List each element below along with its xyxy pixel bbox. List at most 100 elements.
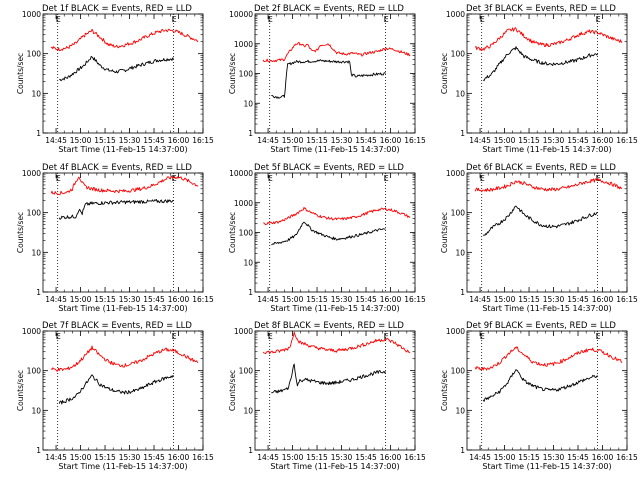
- x-tick-label: 15:30: [331, 453, 353, 462]
- y-tick-label: 1: [248, 446, 253, 455]
- y-axis-label: Counts/sec: [16, 212, 25, 253]
- y-tick-label: 1000: [446, 327, 465, 336]
- x-axis-label: Start Time (11-Feb-15 14:37:00): [482, 304, 611, 313]
- event-marker-label: E: [268, 174, 273, 183]
- x-tick-label: 14:45: [257, 136, 279, 145]
- chart-title: Det 8f BLACK = Events, RED = LLD: [254, 321, 404, 331]
- x-tick-label: 14:45: [257, 295, 279, 304]
- event-marker-label: E: [384, 15, 389, 24]
- x-tick-label: 16:00: [168, 453, 190, 462]
- x-tick-label: 15:15: [306, 136, 328, 145]
- plot-frame: [254, 13, 416, 134]
- x-tick-label: 15:00: [494, 136, 516, 145]
- y-tick-label: 1: [248, 288, 253, 297]
- x-axis-label: Start Time (11-Feb-15 14:37:00): [482, 145, 611, 154]
- x-tick-label: 16:15: [404, 453, 426, 462]
- y-tick-label: 1: [36, 129, 41, 138]
- series-line-lld: [50, 175, 199, 196]
- x-tick-label: 15:30: [119, 295, 141, 304]
- x-tick-label: 15:15: [94, 136, 116, 145]
- y-tick-label: 100: [27, 367, 42, 376]
- plot-frame: [42, 172, 204, 293]
- y-axis-label: Counts/sec: [228, 212, 237, 253]
- x-axis-label: Start Time (11-Feb-15 14:37:00): [58, 462, 187, 471]
- x-tick-label: 16:15: [404, 136, 426, 145]
- y-tick-label: 10000: [229, 169, 253, 178]
- x-tick-label: 15:00: [70, 295, 92, 304]
- plot-frame: [466, 172, 628, 293]
- y-tick-label: 10000: [229, 10, 253, 19]
- x-tick-label: 15:00: [494, 453, 516, 462]
- y-tick-label: 10: [31, 248, 41, 257]
- event-marker-label: E: [480, 332, 485, 341]
- x-tick-label: 15:30: [543, 295, 565, 304]
- y-tick-label: 10: [243, 406, 253, 415]
- chart-panel-7: Det 7f BLACK = Events, RED = LLD 1 10 100 10…: [16, 321, 214, 471]
- x-tick-label: 15:15: [306, 295, 328, 304]
- plot-frame: [254, 172, 416, 293]
- series-line-events: [58, 199, 174, 220]
- series-line-lld: [50, 28, 199, 52]
- y-tick-label: 1: [460, 288, 465, 297]
- x-tick-label: 16:15: [616, 136, 638, 145]
- y-axis-label: Counts/sec: [440, 370, 449, 411]
- event-marker-label: E: [172, 332, 177, 341]
- x-tick-label: 14:45: [469, 295, 491, 304]
- plot-frame: [42, 330, 204, 451]
- chart-title: Det 9f BLACK = Events, RED = LLD: [466, 321, 616, 331]
- x-tick-label: 15:00: [494, 295, 516, 304]
- y-axis-label: Counts/sec: [16, 53, 25, 94]
- chart-title: Det 7f BLACK = Events, RED = LLD: [42, 321, 192, 331]
- x-tick-label: 16:00: [168, 136, 190, 145]
- x-tick-label: 15:45: [567, 453, 589, 462]
- series-line-events: [483, 205, 598, 236]
- x-tick-label: 15:30: [543, 453, 565, 462]
- x-tick-label: 15:45: [355, 295, 377, 304]
- x-axis-label: Start Time (11-Feb-15 14:37:00): [482, 462, 611, 471]
- x-tick-label: 15:45: [143, 295, 165, 304]
- event-marker-label: E: [172, 15, 177, 24]
- event-marker-label: E: [480, 15, 485, 24]
- series-line-events: [271, 59, 386, 99]
- chart-panel-2: Det 2f BLACK = Events, RED = LLD 1 10 100 10…: [228, 4, 426, 154]
- y-tick-label: 100: [27, 209, 42, 218]
- x-tick-label: 16:00: [592, 136, 614, 145]
- y-tick-label: 1000: [234, 327, 253, 336]
- series-line-events: [271, 221, 386, 246]
- y-tick-label: 100: [239, 229, 254, 238]
- x-tick-label: 16:00: [168, 295, 190, 304]
- event-marker-label: E: [480, 174, 485, 183]
- series-line-lld: [263, 206, 411, 226]
- y-tick-label: 100: [27, 50, 42, 59]
- x-tick-label: 16:15: [192, 136, 214, 145]
- x-tick-label: 15:15: [518, 295, 540, 304]
- x-tick-label: 15:45: [567, 136, 589, 145]
- series-line-lld: [474, 178, 623, 193]
- event-marker-label: E: [596, 174, 601, 183]
- chart-panel-3: Det 3f BLACK = Events, RED = LLD 1 10 100 10…: [440, 4, 638, 154]
- x-tick-label: 14:45: [45, 453, 67, 462]
- x-tick-label: 15:30: [119, 136, 141, 145]
- x-tick-label: 14:45: [45, 295, 67, 304]
- chart-title: Det 1f BLACK = Events, RED = LLD: [42, 4, 192, 14]
- y-tick-label: 1000: [446, 10, 465, 19]
- y-tick-label: 10: [455, 406, 465, 415]
- chart-panel-1: Det 1f BLACK = Events, RED = LLD 1 10 100 10…: [16, 4, 214, 154]
- series-line-lld: [474, 27, 623, 51]
- y-axis-label: Counts/sec: [440, 212, 449, 253]
- plot-frame: [42, 13, 204, 134]
- x-tick-label: 16:00: [380, 295, 402, 304]
- x-tick-label: 15:00: [282, 453, 304, 462]
- y-tick-label: 100: [239, 367, 254, 376]
- chart-panel-6: Det 6f BLACK = Events, RED = LLD 1 10 100 10…: [440, 163, 638, 313]
- y-tick-label: 1000: [234, 199, 253, 208]
- x-tick-label: 16:15: [404, 295, 426, 304]
- y-tick-label: 10: [31, 406, 41, 415]
- series-line-events: [271, 363, 386, 394]
- chart-title: Det 2f BLACK = Events, RED = LLD: [254, 4, 404, 14]
- y-tick-label: 100: [451, 209, 466, 218]
- x-tick-label: 16:00: [592, 453, 614, 462]
- y-tick-label: 10: [31, 89, 41, 98]
- x-tick-label: 15:30: [331, 295, 353, 304]
- x-tick-label: 16:00: [592, 295, 614, 304]
